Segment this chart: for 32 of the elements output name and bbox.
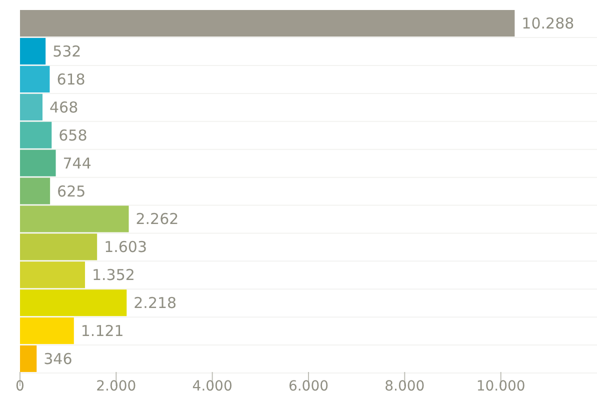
data-label: 346 bbox=[44, 350, 72, 368]
x-tick-label: 10.000 bbox=[476, 378, 526, 395]
bar bbox=[20, 94, 43, 120]
x-tick-label: 0 bbox=[16, 378, 24, 395]
bar bbox=[20, 178, 50, 204]
bar bbox=[20, 122, 52, 148]
data-label: 744 bbox=[62, 154, 92, 172]
bar bbox=[20, 150, 56, 176]
data-label: 658 bbox=[58, 126, 88, 144]
bar bbox=[20, 234, 98, 260]
bar bbox=[20, 10, 515, 37]
bar bbox=[20, 206, 129, 232]
data-label: 1.352 bbox=[92, 266, 135, 284]
data-label: 618 bbox=[56, 70, 86, 88]
x-tick-label: 4.000 bbox=[192, 378, 232, 395]
bar bbox=[20, 317, 74, 344]
bar bbox=[20, 290, 127, 316]
bar bbox=[20, 262, 86, 288]
data-label: 2.262 bbox=[136, 210, 179, 228]
bar bbox=[20, 66, 50, 92]
x-tick-label: 6.000 bbox=[288, 378, 329, 395]
data-label: 468 bbox=[50, 98, 78, 116]
data-label: 532 bbox=[52, 42, 82, 60]
data-label: 2.218 bbox=[134, 294, 177, 312]
x-tick-label: 8.000 bbox=[384, 378, 425, 395]
bar bbox=[20, 345, 37, 372]
data-label: 10.288 bbox=[522, 14, 574, 33]
data-label: 1.603 bbox=[104, 238, 148, 256]
x-tick-label: 2.000 bbox=[96, 378, 136, 395]
bar bbox=[20, 38, 46, 65]
data-label: 1.121 bbox=[80, 322, 124, 340]
data-label: 625 bbox=[57, 182, 86, 200]
